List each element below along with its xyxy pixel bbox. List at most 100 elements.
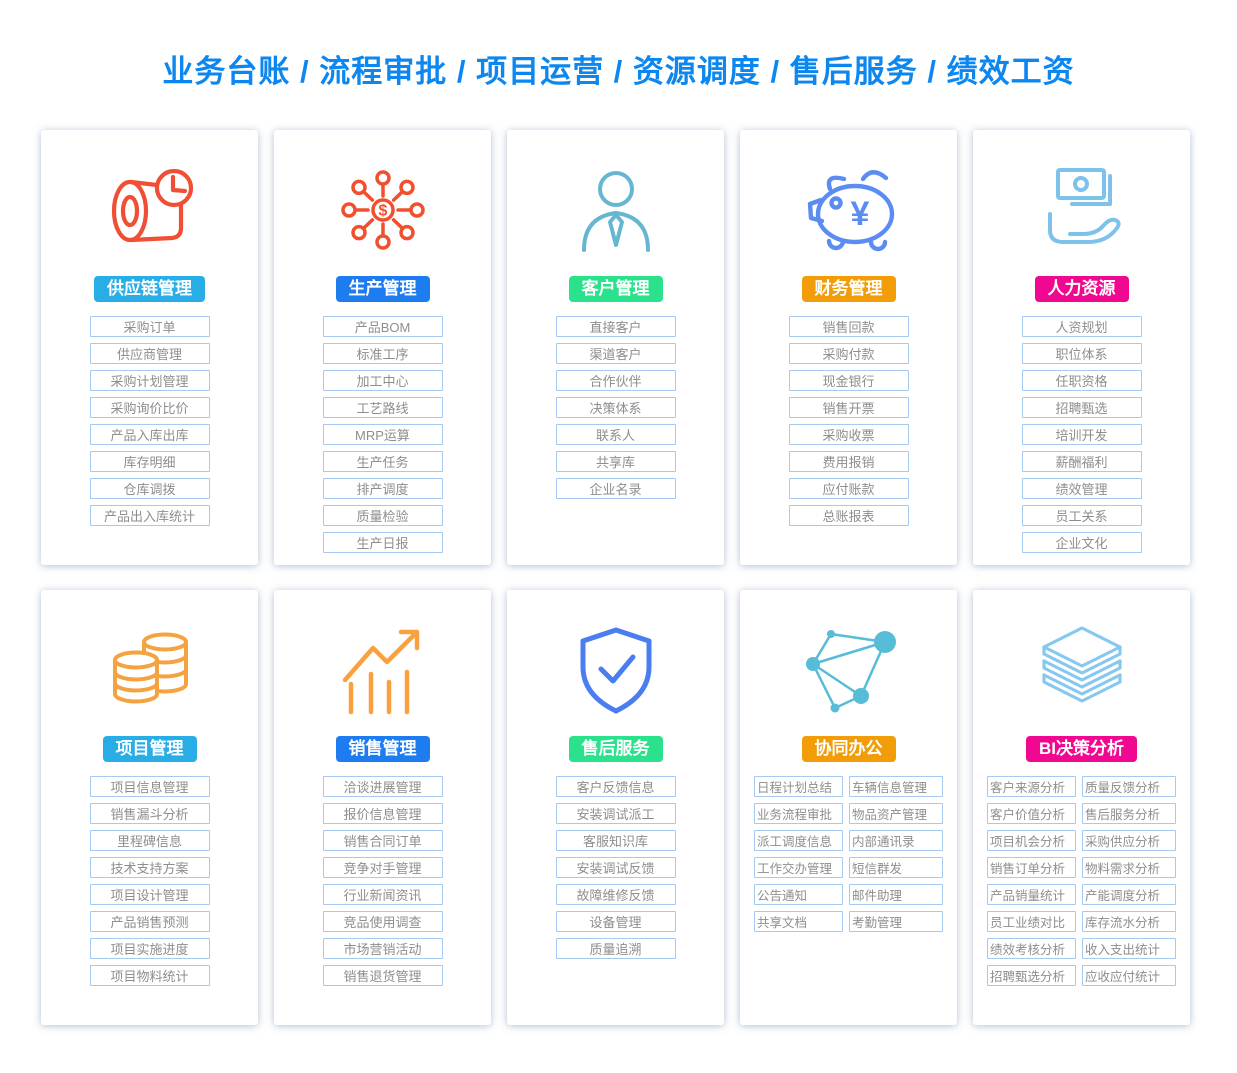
feature-item: 采购订单: [89, 316, 210, 337]
feature-item: 采购供应分析: [1082, 830, 1176, 851]
feature-item: 总账报表: [788, 505, 909, 526]
category-badge: 销售管理: [335, 736, 430, 762]
card-production: $ 生产管理 产品BOM 标准工序 加工中心 工艺路线 MRP运算 生产任务 排产调度 质量检验生…: [274, 130, 491, 565]
feature-item: 客服知识库: [555, 830, 676, 851]
coin-stacks-icon: [41, 590, 258, 736]
feature-item: 采购付款: [788, 343, 909, 364]
feature-item: 销售回款: [788, 316, 909, 337]
feature-item: 项目信息管理: [89, 776, 210, 797]
feature-item: 安装调试派工: [555, 803, 676, 824]
piggy-bank-yen-icon: ¥: [740, 130, 957, 276]
feature-item: 人资规划: [1021, 316, 1142, 337]
feature-list: 产品BOM 标准工序 加工中心 工艺路线 MRP运算 生产任务 排产调度 质量检验 生产日报: [322, 316, 443, 553]
category-badge: 供应链管理: [94, 276, 205, 302]
feature-item: 故障维修反馈: [555, 884, 676, 905]
feature-item: 售后服务分析: [1082, 803, 1176, 824]
feature-list: 洽谈进展管理 报价信息管理 销售合同订单 竞争对手管理 行业新闻资讯 竞品使用调查 市场营销…: [322, 776, 443, 986]
feature-item: 产品出入库统计: [89, 505, 210, 526]
feature-item: 库存流水分析: [1082, 911, 1176, 932]
feature-item: 竞品使用调查: [322, 911, 443, 932]
paper-roll-clock-icon: [41, 130, 258, 276]
feature-item: 招聘甄选分析: [987, 965, 1076, 986]
feature-item: 产品入库出库: [89, 424, 210, 445]
feature-item: 里程碑信息: [89, 830, 210, 851]
card-bi-analysis: BI决策分析客户来源分析 客户价值分析 项目机会分析 销售订单分析 产品销量统计 员工业绩…: [973, 590, 1190, 1025]
feature-item: 物料需求分析: [1082, 857, 1176, 878]
feature-item: 质量追溯: [555, 938, 676, 959]
feature-item: 合作伙伴: [555, 370, 676, 391]
feature-list: 销售回款 采购付款 现金银行 销售开票 采购收票 费用报销 应付账款 总账报表: [788, 316, 909, 526]
category-badge: 生产管理: [335, 276, 430, 302]
category-badge: 项目管理: [102, 736, 197, 762]
feature-item: 采购询价比价: [89, 397, 210, 418]
cards-grid: 供应链管理 采购订单 供应商管理 采购计划管理 采购询价比价 产品入库出库 库存明细 仓库调拨…: [41, 130, 1190, 1025]
feature-item: 物品资产管理: [849, 803, 943, 824]
feature-item: 渠道客户: [555, 343, 676, 364]
feature-item: 项目设计管理: [89, 884, 210, 905]
feature-item: 企业文化: [1021, 532, 1142, 553]
feature-list: 项目信息管理 销售漏斗分析 里程碑信息 技术支持方案 项目设计管理 产品销售预测 项目实施进…: [89, 776, 210, 986]
feature-item: 应收应付统计: [1082, 965, 1176, 986]
feature-item: 客户反馈信息: [555, 776, 676, 797]
feature-item: 业务流程审批: [754, 803, 843, 824]
feature-list: 客户来源分析 客户价值分析 项目机会分析 销售订单分析 产品销量统计 员工业绩对比 绩效考核…: [987, 776, 1176, 986]
feature-item: 项目实施进度: [89, 938, 210, 959]
feature-item: 供应商管理: [89, 343, 210, 364]
feature-item: 员工业绩对比: [987, 911, 1076, 932]
feature-item: 职位体系: [1021, 343, 1142, 364]
feature-item: 质量反馈分析: [1082, 776, 1176, 797]
card-sales: 销售管理洽谈进展管理 报价信息管理 销售合同订单 竞争对手管理 行业新闻资讯 竞品使用调查…: [274, 590, 491, 1025]
category-badge: BI决策分析: [1026, 736, 1137, 762]
feature-item: 工艺路线: [322, 397, 443, 418]
feature-item: 产品销售预测: [89, 911, 210, 932]
feature-item: 销售订单分析: [987, 857, 1076, 878]
feature-item: 邮件助理: [849, 884, 943, 905]
feature-item: 企业名录: [555, 478, 676, 499]
svg-text:¥: ¥: [850, 195, 869, 233]
feature-item: 项目物料统计: [89, 965, 210, 986]
feature-item: 项目机会分析: [987, 830, 1076, 851]
category-badge: 售后服务: [568, 736, 663, 762]
feature-item: 销售退货管理: [322, 965, 443, 986]
feature-item: 绩效管理: [1021, 478, 1142, 499]
svg-text:$: $: [378, 203, 387, 220]
feature-item: 决策体系: [555, 397, 676, 418]
feature-item: 销售开票: [788, 397, 909, 418]
feature-item: 库存明细: [89, 451, 210, 472]
feature-item: 短信群发: [849, 857, 943, 878]
feature-item: 培训开发: [1021, 424, 1142, 445]
feature-item: 任职资格: [1021, 370, 1142, 391]
feature-item: 直接客户: [555, 316, 676, 337]
card-finance: ¥ 财务管理 销售回款 采购付款 现金银行 销售开票 采购收票 费用报销 应付账款 总账报表: [740, 130, 957, 565]
feature-item: 共享文档: [754, 911, 843, 932]
feature-item: 日程计划总结: [754, 776, 843, 797]
feature-list: 日程计划总结 业务流程审批 派工调度信息 工作交办管理 公告通知 共享文档 车辆信息管理 物品…: [754, 776, 943, 932]
feature-item: 招聘甄选: [1021, 397, 1142, 418]
feature-item: MRP运算: [322, 424, 443, 445]
feature-item: 排产调度: [322, 478, 443, 499]
feature-item: 行业新闻资讯: [322, 884, 443, 905]
node-network-icon: [740, 590, 957, 736]
feature-item: 采购收票: [788, 424, 909, 445]
feature-item: 绩效考核分析: [987, 938, 1076, 959]
category-badge: 人力资源: [1034, 276, 1129, 302]
feature-list: 客户反馈信息 安装调试派工 客服知识库 安装调试反馈 故障维修反馈 设备管理 质量追溯: [555, 776, 676, 959]
feature-item: 工作交办管理: [754, 857, 843, 878]
feature-item: 生产任务: [322, 451, 443, 472]
feature-item: 车辆信息管理: [849, 776, 943, 797]
feature-item: 派工调度信息: [754, 830, 843, 851]
feature-item: 标准工序: [322, 343, 443, 364]
feature-item: 内部通讯录: [849, 830, 943, 851]
page-title: 业务台账 / 流程审批 / 项目运营 / 资源调度 / 售后服务 / 绩效工资: [162, 54, 1075, 89]
feature-item: 设备管理: [555, 911, 676, 932]
hand-money-icon: [973, 130, 1190, 276]
card-supply-chain: 供应链管理 采购订单 供应商管理 采购计划管理 采购询价比价 产品入库出库 库存明细 仓库调拨…: [41, 130, 258, 565]
feature-item: 考勤管理: [849, 911, 943, 932]
feature-item: 洽谈进展管理: [322, 776, 443, 797]
feature-item: 客户价值分析: [987, 803, 1076, 824]
feature-item: 客户来源分析: [987, 776, 1076, 797]
card-collab-office: 协同办公 日程计划总结 业务流程审批 派工调度信息 工作交办管理 公告通知 共享文档 车辆信息…: [740, 590, 957, 1025]
feature-item: 应付账款: [788, 478, 909, 499]
card-project: 项目管理项目信息管理 销售漏斗分析 里程碑信息 技术支持方案 项目设计管理 产品销售预测项…: [41, 590, 258, 1025]
feature-item: 联系人: [555, 424, 676, 445]
